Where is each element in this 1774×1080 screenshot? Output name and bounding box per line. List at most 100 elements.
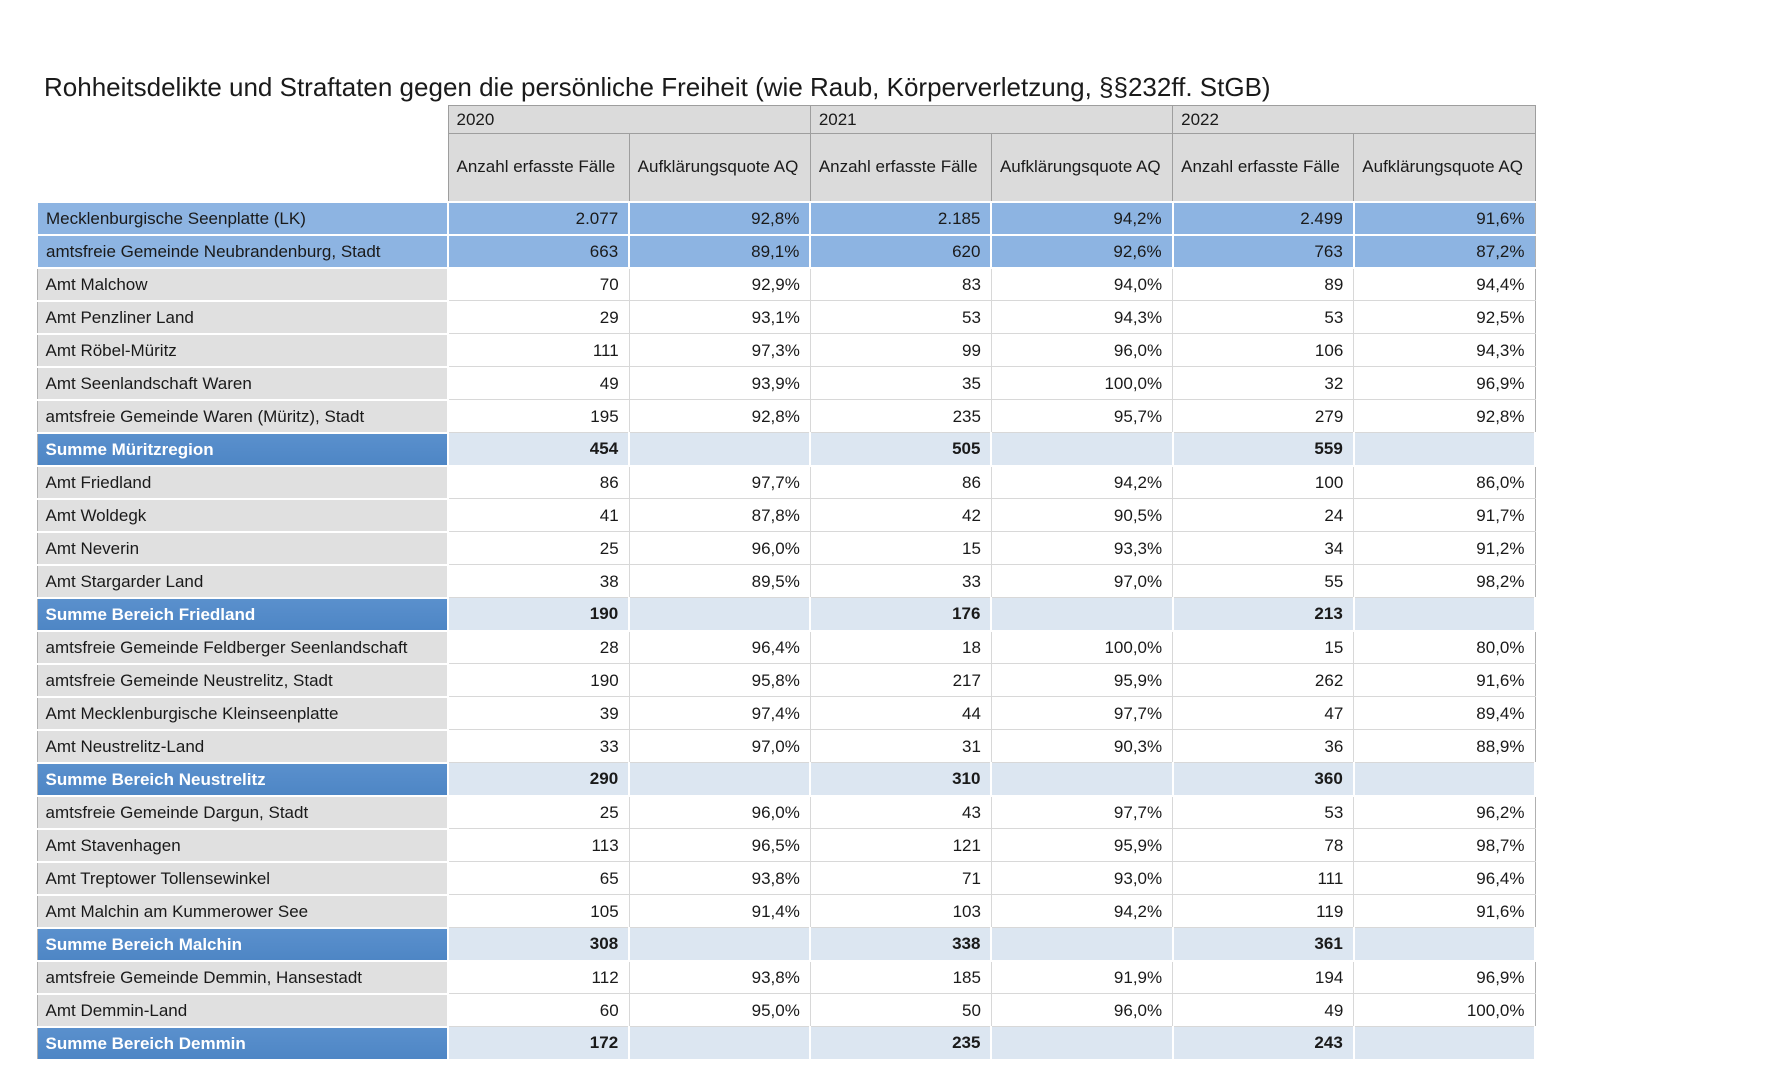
table-row: amtsfreie Gemeinde Waren (Müritz), Stadt… (36, 399, 1536, 434)
aq-value: 97,7% (991, 795, 1174, 829)
aq-value: 96,5% (629, 828, 811, 862)
aq-value: 95,8% (629, 663, 811, 697)
region-label: Amt Treptower Tollensewinkel (36, 861, 449, 896)
cases-value: 262 (1172, 663, 1355, 697)
aq-value (991, 927, 1174, 962)
cases-value: 36 (1172, 729, 1355, 763)
cases-value: 172 (448, 1026, 631, 1061)
aq-value: 94,2% (991, 894, 1174, 928)
cases-value: 47 (1172, 696, 1355, 730)
aq-value: 92,9% (629, 267, 811, 301)
cases-value: 310 (810, 762, 993, 797)
aq-value: 94,2% (990, 200, 1174, 236)
cases-column-header: Anzahl erfasste Fälle (447, 133, 630, 202)
table-body: Mecklenburgische Seenplatte (LK) 2.077 92,… (36, 200, 1537, 1061)
cases-value: 454 (448, 432, 631, 467)
aq-value: 87,8% (629, 498, 811, 532)
aq-value: 97,4% (629, 696, 811, 730)
region-label: Amt Mecklenburgische Kleinseenplatte (36, 696, 449, 731)
aq-value: 96,4% (1353, 861, 1536, 895)
table-row: Amt Röbel-Müritz 111 97,3% 99 96,0% 106 94,3% (36, 333, 1536, 368)
cases-value: 243 (1172, 1026, 1355, 1061)
table-row: amtsfreie Gemeinde Demmin, Hansestadt 112… (36, 960, 1536, 995)
aq-value (1353, 1026, 1537, 1061)
aq-value: 94,2% (991, 465, 1174, 499)
aq-value (629, 597, 812, 632)
cases-column-header: Anzahl erfasste Fälle (1172, 133, 1355, 202)
aq-value: 86,0% (1353, 465, 1536, 499)
aq-value (1353, 927, 1537, 962)
table-row: Amt Demmin-Land 60 95,0% 50 96,0% 49 100,0% (36, 993, 1536, 1028)
cases-value: 49 (448, 366, 630, 400)
cases-value: 35 (810, 366, 992, 400)
aq-value: 92,8% (1353, 399, 1536, 433)
aq-value: 97,3% (629, 333, 811, 367)
cases-value: 279 (1172, 399, 1355, 433)
cases-value: 65 (448, 861, 630, 895)
region-label: Amt Neustrelitz-Land (36, 729, 449, 764)
cases-value: 43 (810, 795, 992, 829)
cases-value: 195 (448, 399, 630, 433)
table-row: Amt Malchow 70 92,9% 83 94,0% 89 94,4% (36, 267, 1536, 302)
cases-value: 70 (448, 267, 630, 301)
cases-value: 194 (1172, 960, 1355, 994)
cases-value: 53 (1172, 300, 1355, 334)
region-label: amtsfreie Gemeinde Neubrandenburg, Stadt (36, 233, 449, 269)
aq-value: 95,9% (991, 828, 1174, 862)
cases-value: 2.185 (809, 200, 993, 236)
aq-value: 91,6% (1352, 200, 1536, 236)
cases-value: 55 (1172, 564, 1355, 598)
cases-value: 2.077 (446, 200, 631, 236)
cases-value: 620 (809, 233, 993, 269)
aq-value: 100,0% (1353, 993, 1536, 1027)
table-row: Amt Neustrelitz-Land 33 97,0% 31 90,3% 36 88,9… (36, 729, 1536, 764)
aq-value: 91,2% (1353, 531, 1536, 565)
table-row: Mecklenburgische Seenplatte (LK) 2.077 92,… (36, 200, 1536, 236)
cases-value: 290 (448, 762, 631, 797)
aq-value (991, 432, 1174, 467)
sum-row: Summe Müritzregion 454 505 559 (36, 432, 1537, 467)
cases-value: 190 (448, 597, 631, 632)
cases-value: 119 (1172, 894, 1355, 928)
cases-value: 308 (448, 927, 631, 962)
aq-value: 91,6% (1353, 663, 1536, 697)
aq-value: 100,0% (991, 366, 1174, 400)
cases-value: 18 (810, 630, 992, 664)
aq-value: 96,0% (629, 531, 811, 565)
cases-value: 360 (1172, 762, 1355, 797)
cases-value: 185 (810, 960, 992, 994)
cases-value: 106 (1172, 333, 1355, 367)
cases-value: 28 (448, 630, 630, 664)
cases-value: 34 (1172, 531, 1355, 565)
table-row: Amt Malchin am Kummerower See 105 91,4% 103… (36, 894, 1536, 929)
aq-value: 97,7% (991, 696, 1174, 730)
aq-value: 97,0% (991, 564, 1174, 598)
cases-value: 176 (810, 597, 993, 632)
aq-value (991, 1026, 1174, 1061)
aq-value: 93,9% (629, 366, 811, 400)
table-row: Amt Stavenhagen 113 96,5% 121 95,9% 78 98,7% (36, 828, 1536, 863)
aq-value (991, 597, 1174, 632)
cases-value: 71 (810, 861, 992, 895)
aq-value: 95,7% (991, 399, 1174, 433)
aq-value: 92,8% (628, 200, 812, 236)
aq-value: 96,9% (1353, 366, 1536, 400)
aq-value: 80,0% (1353, 630, 1536, 664)
aq-value: 92,8% (629, 399, 811, 433)
region-label: Amt Woldegk (36, 498, 449, 533)
aq-value: 93,8% (629, 960, 811, 994)
table-row: Amt Woldegk 41 87,8% 42 90,5% 24 91,7% (36, 498, 1536, 533)
table-row: Amt Penzliner Land 29 93,1% 53 94,3% 53 92,5% (36, 300, 1536, 335)
cases-value: 42 (810, 498, 992, 532)
cases-value: 111 (448, 333, 630, 367)
aq-column-header: Aufklärungsquote AQ (1353, 133, 1536, 202)
aq-value: 96,4% (629, 630, 811, 664)
aq-value: 91,6% (1353, 894, 1536, 928)
aq-column-header: Aufklärungsquote AQ (628, 133, 811, 202)
cases-value: 763 (1171, 233, 1355, 269)
region-label: amtsfreie Gemeinde Dargun, Stadt (36, 795, 449, 830)
cases-value: 190 (448, 663, 630, 697)
sum-row: Summe Bereich Neustrelitz 290 310 360 (36, 762, 1537, 797)
aq-value (1353, 432, 1537, 467)
cases-value: 235 (810, 1026, 993, 1061)
